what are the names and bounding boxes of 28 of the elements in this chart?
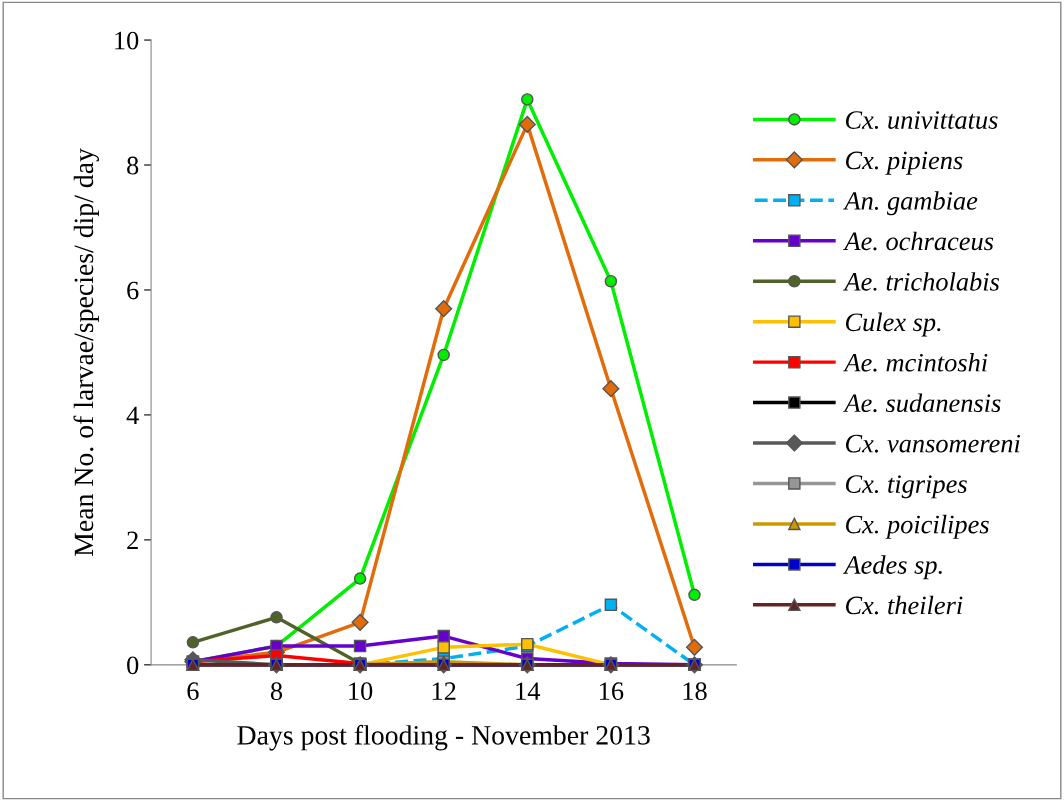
legend-label: Cx. vansomereni xyxy=(845,434,1021,453)
legend-label: Aedes sp. xyxy=(843,555,942,580)
legend-label: Cx. poicilipes xyxy=(845,514,989,539)
legend-label: Cx. univittatus xyxy=(845,111,998,130)
legend-label: Ae. ochraceus xyxy=(843,231,994,251)
legend-label: An. gambiae xyxy=(843,191,978,216)
x-tick-label: 12 xyxy=(432,682,456,700)
y-axis-title: Mean No. of larvae/species/ dip/ day xyxy=(73,148,99,557)
legend-label: Cx. tigripes xyxy=(845,475,967,499)
legend-label: Culex sp. xyxy=(845,312,941,337)
y-tick-label: 8 xyxy=(127,156,139,175)
x-tick-label: 10 xyxy=(349,682,373,701)
y-tick-label: 2 xyxy=(127,531,138,550)
y-tick-label: 6 xyxy=(127,281,139,300)
legend-label: Cx. theileri xyxy=(845,595,963,615)
y-tick-label: 0 xyxy=(127,656,139,675)
legend-label: Ae. tricholabis xyxy=(843,272,1000,291)
x-tick-label: 16 xyxy=(600,682,624,701)
x-tick-label: 14 xyxy=(516,682,541,700)
x-tick-label: 6 xyxy=(187,682,199,701)
legend-label: Ae. sudanensis xyxy=(843,393,1001,413)
y-tick-label: 4 xyxy=(126,406,139,425)
x-axis-title: Days post flooding - November 2013 xyxy=(237,724,650,751)
legend-label: Ae. mcintoshi xyxy=(843,353,988,372)
x-tick-label: 18 xyxy=(683,682,707,701)
y-tick-label: 10 xyxy=(115,31,139,50)
x-tick-label: 8 xyxy=(270,682,283,701)
legend-label: Cx. pipiens xyxy=(845,151,963,175)
